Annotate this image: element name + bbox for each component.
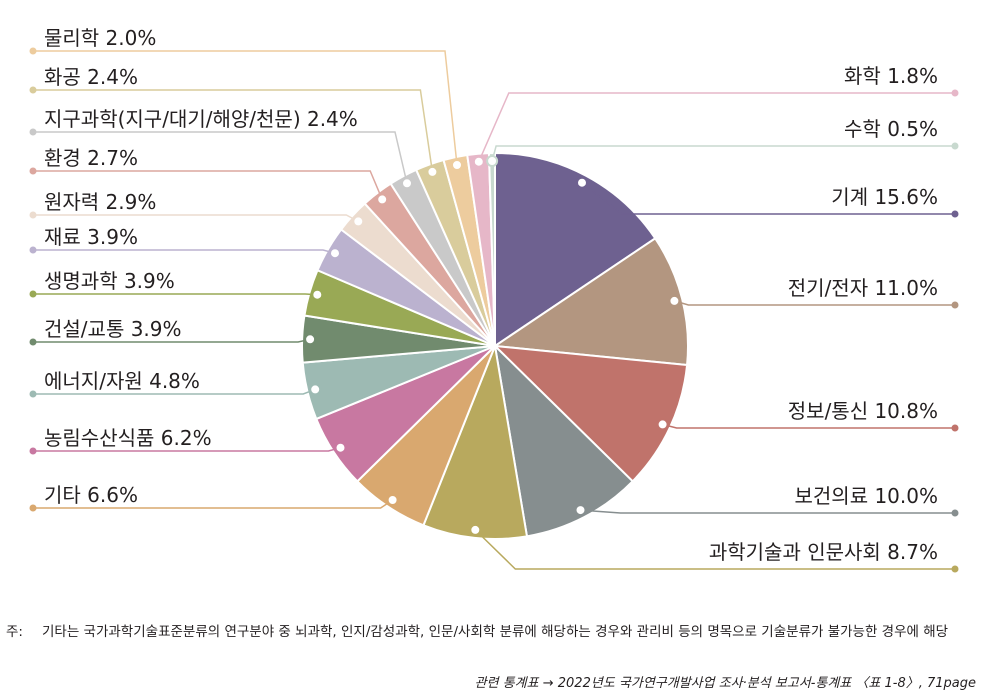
slice-1-leader-end — [951, 301, 959, 309]
slice-9-leader-end — [29, 290, 37, 298]
slice-labels: 기계 15.6% 전기/전자 11.0% 정보/통신 10.8% 보건의료 10.0%… — [44, 26, 938, 564]
pie-chart: 기계 15.6% 전기/전자 11.0% 정보/통신 10.8% 보건의료 10.0%… — [29, 26, 959, 573]
slice-17-anchor — [486, 155, 499, 167]
slice-1-wedge — [492, 236, 689, 367]
slice-6-label: 농림수산식품 6.2% — [44, 426, 212, 450]
slice-13-leader — [33, 131, 408, 184]
slice-0-leader — [581, 182, 955, 215]
slice-8-leader-end — [29, 338, 37, 346]
slice-9-anchor — [311, 288, 324, 301]
pie-slices — [301, 151, 689, 541]
slice-12-label: 환경 2.7% — [44, 146, 138, 170]
slice-7-label: 에너지/자원 4.8% — [44, 369, 200, 393]
slice-12-anchor — [376, 193, 389, 206]
slice-17-label: 수학 0.5% — [844, 117, 938, 141]
source-reference: 관련 통계표 → 2022년도 국가연구개발사업 조사·분석 보고서-통계표 〈… — [474, 676, 976, 691]
slice-14-label: 화공 2.4% — [44, 65, 138, 89]
slice-6-leader-end — [29, 447, 37, 455]
slice-2-label: 정보/통신 10.8% — [788, 399, 938, 423]
slice-2-leader — [662, 423, 955, 429]
slice-1-leader — [674, 300, 955, 306]
slice-16-anchor — [472, 155, 485, 168]
leader-lines — [29, 47, 959, 573]
slice-9-label: 생명과학 3.9% — [44, 269, 175, 293]
slice-5-label: 기타 6.6% — [44, 483, 138, 507]
slice-17-leader-end — [951, 142, 959, 150]
slice-15-leader — [33, 50, 458, 166]
slice-0-label: 기계 15.6% — [831, 185, 938, 209]
slice-1-anchor — [668, 294, 681, 307]
slice-16-label: 화학 1.8% — [844, 64, 938, 88]
slice-10-anchor — [329, 247, 341, 260]
slice-7-leader-end — [29, 390, 37, 398]
slice-1-label: 전기/전자 11.0% — [788, 276, 938, 300]
slice-0-leader-end — [951, 210, 959, 218]
slice-13-anchor — [401, 177, 413, 190]
footnote: 주: 기타는 국가과학기술표준분류의 연구분야 중 뇌과학, 인지/감성과학, … — [6, 622, 981, 643]
slice-8-anchor — [304, 333, 317, 346]
slice-11-label: 원자력 2.9% — [44, 190, 156, 214]
slice-15-anchor — [451, 159, 463, 171]
slice-11-leader-end — [29, 211, 37, 219]
slice-13-leader-end — [29, 128, 37, 136]
slice-15-label: 물리학 2.0% — [44, 26, 156, 50]
slice-13-label: 지구과학(지구/대기/해양/천문) 2.4% — [44, 107, 358, 131]
slice-16-leader-end — [951, 89, 959, 97]
slice-4-wedge — [422, 342, 529, 541]
slice-14-leader-end — [29, 86, 37, 94]
slice-8-label: 건설/교통 3.9% — [44, 317, 182, 341]
slice-10-leader-end — [29, 246, 37, 254]
slice-2-anchor — [656, 418, 669, 431]
slice-7-anchor — [309, 383, 322, 396]
slice-12-leader — [33, 170, 383, 200]
footnote-text: 기타는 국가과학기술표준분류의 연구분야 중 뇌과학, 인지/감성과학, 인문/… — [42, 624, 949, 640]
slice-2-wedge — [492, 344, 689, 483]
slice-12-leader-end — [29, 167, 37, 175]
slice-5-anchor — [386, 494, 399, 506]
slice-0-anchor — [576, 176, 588, 189]
slice-3-leader — [580, 509, 955, 514]
slice-4-leader — [474, 529, 955, 570]
slice-2-leader-end — [951, 424, 959, 432]
slice-14-anchor — [426, 165, 439, 178]
slice-10-leader — [33, 249, 336, 254]
slice-9-leader — [33, 293, 318, 296]
slice-16-leader — [478, 92, 955, 163]
slice-11-anchor — [352, 215, 365, 228]
footnote-prefix: 주: — [6, 624, 23, 640]
slice-6-anchor — [334, 441, 347, 454]
slice-14-leader — [33, 89, 434, 173]
slice-3-anchor — [574, 504, 587, 517]
slice-10-label: 재료 3.9% — [44, 225, 138, 249]
slice-4-label: 과학기술과 인문사회 8.7% — [709, 540, 938, 564]
slice-15-leader-end — [29, 47, 37, 55]
slice-4-leader-end — [951, 565, 959, 573]
slice-4-anchor — [469, 523, 482, 536]
slice-17-leader — [491, 145, 955, 162]
slice-0-wedge — [494, 151, 657, 348]
slice-3-label: 보건의료 10.0% — [795, 484, 939, 508]
slice-3-wedge — [493, 343, 635, 538]
slice-11-leader — [33, 214, 359, 223]
slice-3-leader-end — [951, 509, 959, 517]
slice-5-leader-end — [29, 504, 37, 512]
